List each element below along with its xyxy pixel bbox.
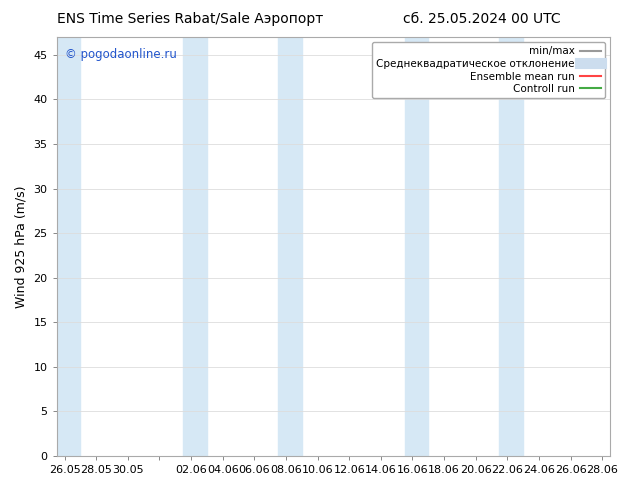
Bar bbox=[278, 37, 302, 456]
Bar bbox=[500, 37, 523, 456]
Bar bbox=[183, 37, 207, 456]
Text: © pogodaonline.ru: © pogodaonline.ru bbox=[65, 48, 177, 61]
Bar bbox=[404, 37, 428, 456]
Text: ENS Time Series Rabat/Sale Аэропорт: ENS Time Series Rabat/Sale Аэропорт bbox=[57, 12, 323, 26]
Y-axis label: Wind 925 hPa (m/s): Wind 925 hPa (m/s) bbox=[15, 185, 28, 308]
Legend: min/max, Среднеквадратическое отклонение, Ensemble mean run, Controll run: min/max, Среднеквадратическое отклонение… bbox=[372, 42, 605, 98]
Text: сб. 25.05.2024 00 UTC: сб. 25.05.2024 00 UTC bbox=[403, 12, 560, 26]
Bar bbox=[56, 37, 81, 456]
